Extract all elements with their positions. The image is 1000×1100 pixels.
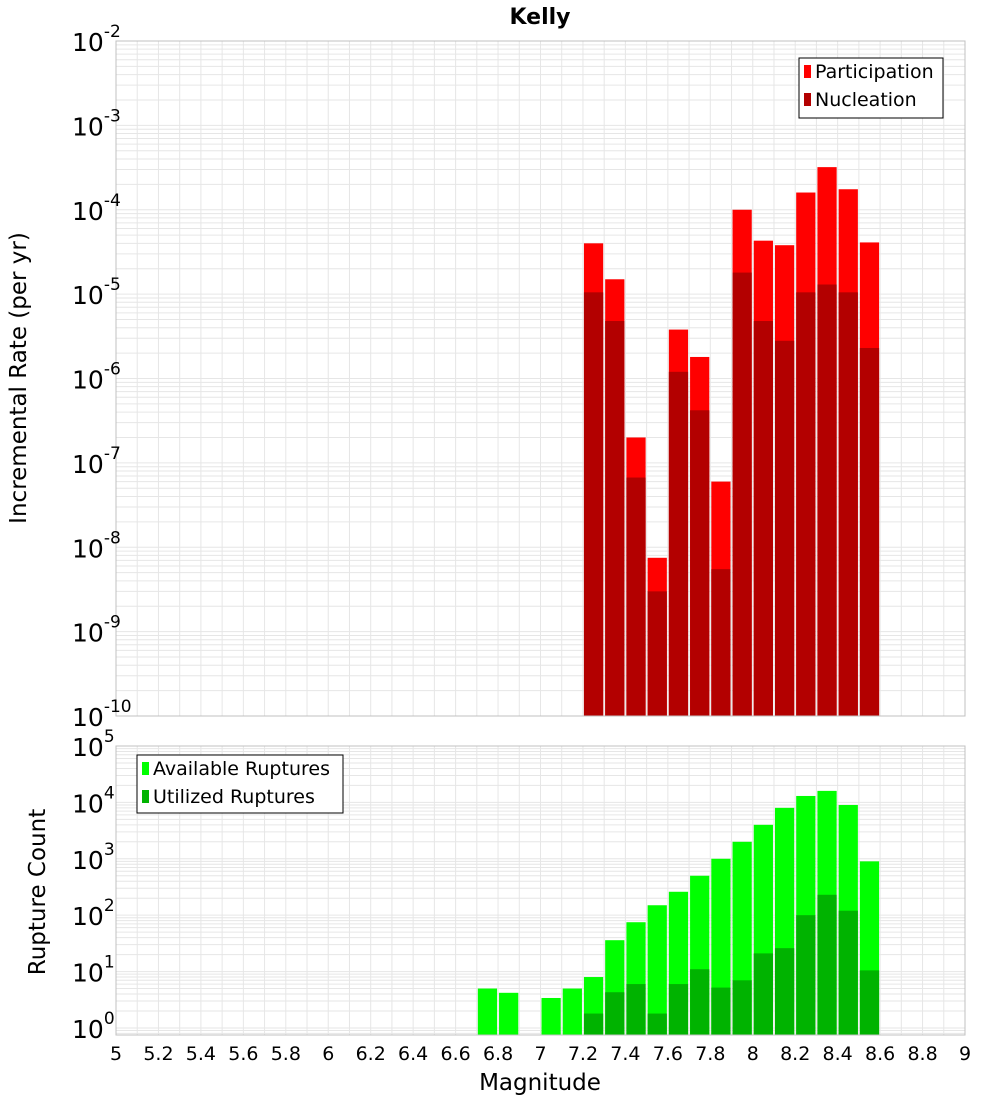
top-bar-nucleation: [583, 292, 604, 716]
top-bar-nucleation: [796, 292, 816, 716]
top-bar-nucleation: [753, 321, 773, 716]
top-legend-swatch: [804, 65, 811, 78]
x-axis-label: Magnitude: [479, 1070, 601, 1096]
top-legend-box: [798, 57, 944, 119]
bottom-bar-utilized: [732, 980, 752, 1035]
top-y-tick-label: 10-9: [72, 613, 121, 648]
x-tick-label: 5.4: [186, 1043, 216, 1065]
bottom-ylabel: Rupture Count: [25, 809, 51, 975]
bottom-y-tick-label: 104: [72, 783, 115, 818]
x-tick-label: 6.4: [398, 1043, 428, 1065]
bottom-legend-label: Available Ruptures: [153, 758, 330, 780]
x-tick-label: 8: [747, 1043, 759, 1065]
x-tick-label: 5.6: [228, 1043, 258, 1065]
bottom-legend-swatch: [142, 790, 149, 803]
bottom-bar-utilized: [774, 948, 795, 1035]
bottom-legend-label: Utilized Ruptures: [153, 786, 315, 808]
top-legend-swatch: [804, 93, 811, 106]
bottom-bar-utilized: [753, 953, 773, 1035]
top-bar-nucleation: [647, 591, 667, 716]
bottom-y-tick-label: 100: [72, 1009, 115, 1044]
bottom-bar-utilized: [583, 1013, 604, 1035]
x-tick-label: 5.2: [143, 1043, 173, 1065]
x-tick-label: 7: [534, 1043, 546, 1065]
bottom-legend-swatch: [142, 762, 149, 775]
x-tick-label: 6.8: [483, 1043, 513, 1065]
bottom-plot-frame: [115, 745, 966, 1036]
top-grid: [115, 41, 966, 717]
bottom-bar-utilized: [817, 894, 837, 1035]
x-tick-label: 8.6: [865, 1043, 895, 1065]
bottom-bar-utilized: [838, 910, 858, 1035]
bottom-bar-utilized: [626, 984, 646, 1035]
bottom-bar-utilized: [796, 915, 816, 1035]
top-bar-nucleation: [605, 321, 625, 716]
top-bar-nucleation: [711, 569, 731, 716]
top-legend-label: Nucleation: [815, 89, 917, 111]
bottom-legend-box: [136, 754, 344, 814]
bottom-bar-utilized: [690, 969, 710, 1035]
bottom-bar-utilized: [647, 1013, 667, 1035]
x-tick-label: 8.2: [780, 1043, 810, 1065]
x-tick-label: 7.2: [568, 1043, 598, 1065]
bottom-y-tick-label: 101: [72, 953, 115, 988]
bottom-y-tick-label: 103: [72, 840, 115, 875]
x-tick-label: 7.4: [610, 1043, 640, 1065]
bottom-bar-utilized: [605, 992, 625, 1035]
bottom-bar-available: [477, 988, 498, 1035]
top-bar-nucleation: [838, 292, 858, 716]
x-tick-label: 5: [110, 1043, 122, 1065]
chart-title: Kelly: [509, 5, 570, 30]
top-bar-nucleation: [859, 347, 880, 716]
bottom-bar-available: [647, 905, 667, 1035]
top-ylabel: Incremental Rate (per yr): [6, 232, 32, 524]
bottom-bar-available: [562, 988, 582, 1035]
x-ticks: 5 5.2 5.4 5.6 5.8 6 6.2 6.4 6.6 6.8 7 7.2 7.4 7.6 7.8 8…: [110, 1043, 971, 1065]
x-tick-label: 5.8: [271, 1043, 301, 1065]
bottom-bar-utilized: [668, 984, 689, 1035]
bottom-bar-available: [499, 992, 519, 1035]
top-y-tick-label: 10-10: [72, 697, 132, 732]
top-bar-nucleation: [817, 284, 837, 716]
top-bar-nucleation: [668, 371, 689, 716]
top-bar-nucleation: [732, 272, 752, 716]
bottom-y-tick-label: 105: [72, 727, 115, 762]
x-tick-label: 7.8: [695, 1043, 725, 1065]
top-plot-frame: [115, 40, 966, 717]
x-tick-label: 8.8: [907, 1043, 937, 1065]
top-y-tick-label: 10-6: [72, 360, 121, 395]
x-tick-label: 7.6: [653, 1043, 683, 1065]
x-tick-label: 8.4: [823, 1043, 853, 1065]
bottom-bar-utilized: [711, 987, 731, 1035]
bottom-legend: Available Ruptures Utilized Ruptures: [136, 754, 344, 814]
top-y-tick-label: 10-8: [72, 528, 121, 563]
x-tick-label: 9: [959, 1043, 971, 1065]
x-tick-label: 6: [322, 1043, 334, 1065]
top-y-tick-label: 10-7: [72, 444, 121, 479]
top-bar-nucleation: [626, 477, 646, 716]
bottom-bar-available: [541, 997, 561, 1035]
bottom-panel: 100 101 102 103 104 105 Available Ruptures Util…: [72, 727, 966, 1044]
top-y-tick-label: 10-4: [72, 191, 121, 226]
top-legend: Participation Nucleation: [798, 57, 944, 119]
x-tick-label: 6.2: [356, 1043, 386, 1065]
top-y-tick-label: 10-3: [72, 106, 121, 141]
top-bar-nucleation: [774, 340, 795, 716]
top-bar-nucleation: [690, 410, 710, 716]
top-y-tick-label: 10-2: [72, 22, 121, 57]
bottom-bar-utilized: [859, 970, 880, 1035]
bottom-y-tick-label: 102: [72, 896, 115, 931]
x-tick-label: 6.6: [440, 1043, 470, 1065]
top-y-tick-label: 10-5: [72, 275, 121, 310]
top-panel: 10-10 10-9 10-8 10-7 10-6 10-5 10-4 10-3 10-2 Par…: [72, 22, 966, 732]
top-legend-label: Participation: [815, 61, 934, 83]
